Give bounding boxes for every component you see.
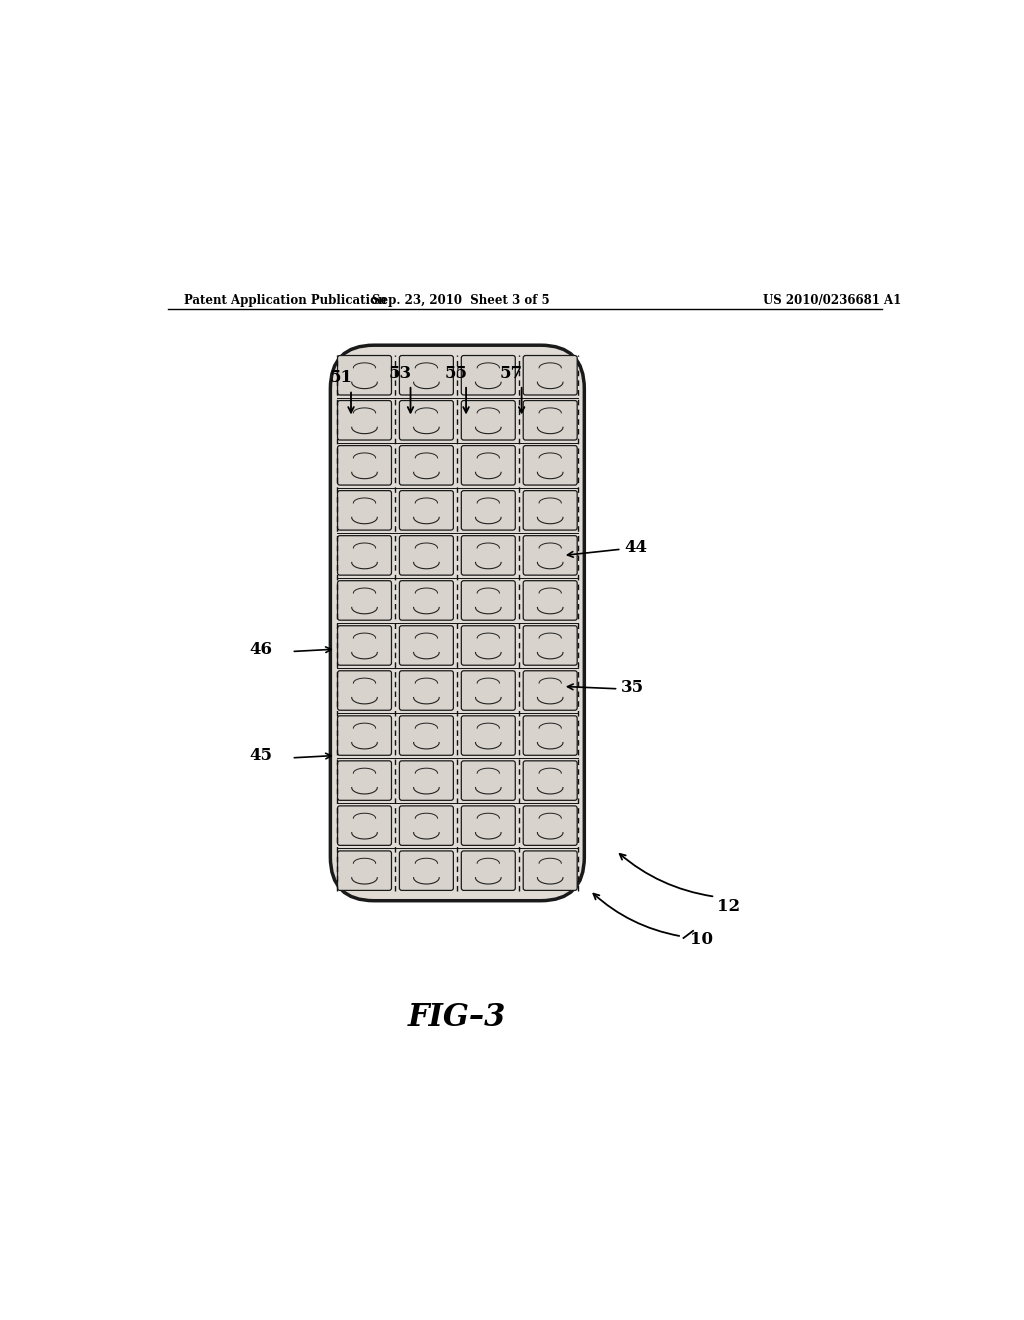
FancyBboxPatch shape [338,355,391,395]
FancyBboxPatch shape [338,536,391,576]
FancyBboxPatch shape [399,715,454,755]
FancyBboxPatch shape [461,807,515,845]
Text: Sep. 23, 2010  Sheet 3 of 5: Sep. 23, 2010 Sheet 3 of 5 [373,294,550,308]
FancyBboxPatch shape [523,851,578,891]
Text: Patent Application Publication: Patent Application Publication [183,294,386,308]
Text: 51: 51 [329,370,352,387]
FancyBboxPatch shape [523,626,578,665]
Text: US 2010/0236681 A1: US 2010/0236681 A1 [763,294,901,308]
FancyBboxPatch shape [461,581,515,620]
Text: 46: 46 [250,642,272,657]
FancyBboxPatch shape [399,491,454,531]
Text: 45: 45 [250,747,272,764]
FancyBboxPatch shape [461,491,515,531]
Text: 12: 12 [717,898,740,915]
Text: 53: 53 [389,364,412,381]
FancyBboxPatch shape [523,446,578,484]
FancyBboxPatch shape [399,355,454,395]
Text: FIG–3: FIG–3 [409,1002,507,1032]
FancyBboxPatch shape [399,807,454,845]
FancyBboxPatch shape [461,626,515,665]
Text: 55: 55 [444,364,467,381]
FancyBboxPatch shape [338,400,391,440]
FancyBboxPatch shape [399,446,454,484]
FancyBboxPatch shape [338,807,391,845]
FancyBboxPatch shape [399,760,454,800]
FancyBboxPatch shape [523,536,578,576]
FancyBboxPatch shape [461,446,515,484]
FancyBboxPatch shape [461,536,515,576]
FancyBboxPatch shape [338,491,391,531]
FancyBboxPatch shape [338,760,391,800]
FancyBboxPatch shape [399,400,454,440]
FancyBboxPatch shape [523,671,578,710]
Text: 35: 35 [622,678,644,696]
FancyBboxPatch shape [338,851,391,891]
FancyBboxPatch shape [523,355,578,395]
FancyBboxPatch shape [338,446,391,484]
FancyBboxPatch shape [399,851,454,891]
FancyBboxPatch shape [523,581,578,620]
FancyBboxPatch shape [338,671,391,710]
FancyBboxPatch shape [523,400,578,440]
FancyBboxPatch shape [461,671,515,710]
FancyBboxPatch shape [331,346,585,900]
FancyBboxPatch shape [523,715,578,755]
FancyBboxPatch shape [399,536,454,576]
FancyBboxPatch shape [523,491,578,531]
FancyBboxPatch shape [523,760,578,800]
FancyBboxPatch shape [338,626,391,665]
FancyBboxPatch shape [399,671,454,710]
FancyBboxPatch shape [399,581,454,620]
Text: 57: 57 [500,364,523,381]
FancyBboxPatch shape [461,355,515,395]
Text: 10: 10 [690,932,714,948]
FancyBboxPatch shape [338,581,391,620]
FancyBboxPatch shape [461,715,515,755]
FancyBboxPatch shape [461,851,515,891]
Text: 44: 44 [625,540,647,556]
FancyBboxPatch shape [461,400,515,440]
FancyBboxPatch shape [338,715,391,755]
FancyBboxPatch shape [461,760,515,800]
FancyBboxPatch shape [399,626,454,665]
FancyBboxPatch shape [523,807,578,845]
